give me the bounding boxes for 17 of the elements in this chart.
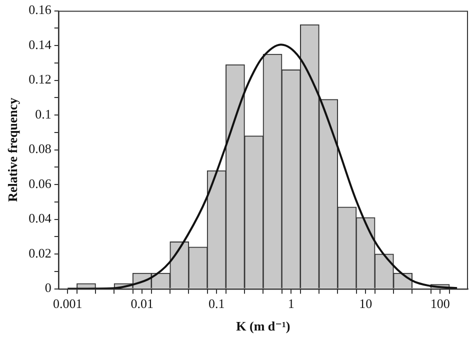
x-tick-label: 100	[430, 296, 450, 312]
y-tick-label: 0.08	[28, 141, 52, 156]
y-tick-label: 0.06	[28, 176, 52, 191]
x-tick-label: 0.01	[130, 296, 154, 312]
x-axis-title: K (m d⁻¹)	[236, 318, 290, 334]
x-tick-label: 0.1	[208, 296, 225, 312]
y-tick-label: 0.04	[28, 210, 52, 226]
y-tick-label: 0.12	[28, 72, 52, 87]
x-tick-label: 1	[288, 296, 294, 312]
y-tick-label: 0.02	[28, 245, 52, 260]
x-tick-label: 10	[359, 296, 372, 312]
y-tick-label: 0.16	[28, 2, 52, 18]
x-tick-label: 0.001	[53, 296, 82, 312]
y-tick-label: 0.14	[28, 36, 52, 52]
y-axis-title: Relative frequency	[5, 97, 20, 202]
y-tick-label: 0.1	[35, 106, 52, 122]
y-tick-label: 0	[44, 280, 52, 296]
